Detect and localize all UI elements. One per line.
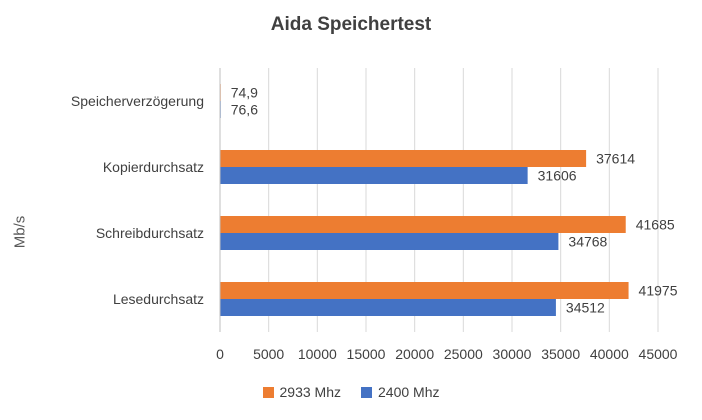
category-label: Kopierdurchsatz [103, 159, 204, 175]
bar [220, 282, 629, 299]
x-tick-label: 10000 [298, 346, 337, 362]
category-label: Schreibdurchsatz [96, 225, 204, 241]
x-tick-label: 15000 [347, 346, 386, 362]
bar [220, 150, 587, 167]
bar [220, 299, 556, 316]
data-label: 76,6 [231, 102, 258, 118]
legend-label-2400: 2400 Mhz [378, 384, 440, 400]
data-label: 31606 [538, 168, 577, 184]
x-tick-label: 30000 [493, 346, 532, 362]
legend-item-2400: 2400 Mhz [361, 384, 439, 400]
bar [220, 167, 528, 184]
data-label: 41685 [636, 217, 675, 233]
legend-swatch-2933 [262, 386, 274, 398]
x-tick-label: 25000 [444, 346, 483, 362]
data-label: 34768 [568, 234, 607, 250]
data-label: 34512 [566, 300, 605, 316]
bar [220, 233, 559, 250]
legend: 2933 Mhz 2400 Mhz [0, 384, 702, 400]
legend-label-2933: 2933 Mhz [279, 384, 341, 400]
x-tick-label: 35000 [541, 346, 580, 362]
category-label: Lesedurchsatz [113, 291, 204, 307]
legend-item-2933: 2933 Mhz [262, 384, 341, 400]
bar [220, 216, 626, 233]
x-tick-label: 45000 [639, 346, 678, 362]
data-label: 37614 [596, 151, 635, 167]
legend-swatch-2400 [361, 386, 372, 398]
data-label: 74,9 [231, 85, 258, 101]
x-tick-label: 5000 [253, 346, 284, 362]
x-tick-label: 20000 [395, 346, 434, 362]
chart-title: Aida Speichertest [270, 14, 432, 35]
x-tick-label: 0 [216, 346, 224, 362]
data-label: 41975 [639, 283, 678, 299]
category-label: Speicherverzögerung [71, 93, 204, 109]
x-tick-label: 40000 [590, 346, 629, 362]
